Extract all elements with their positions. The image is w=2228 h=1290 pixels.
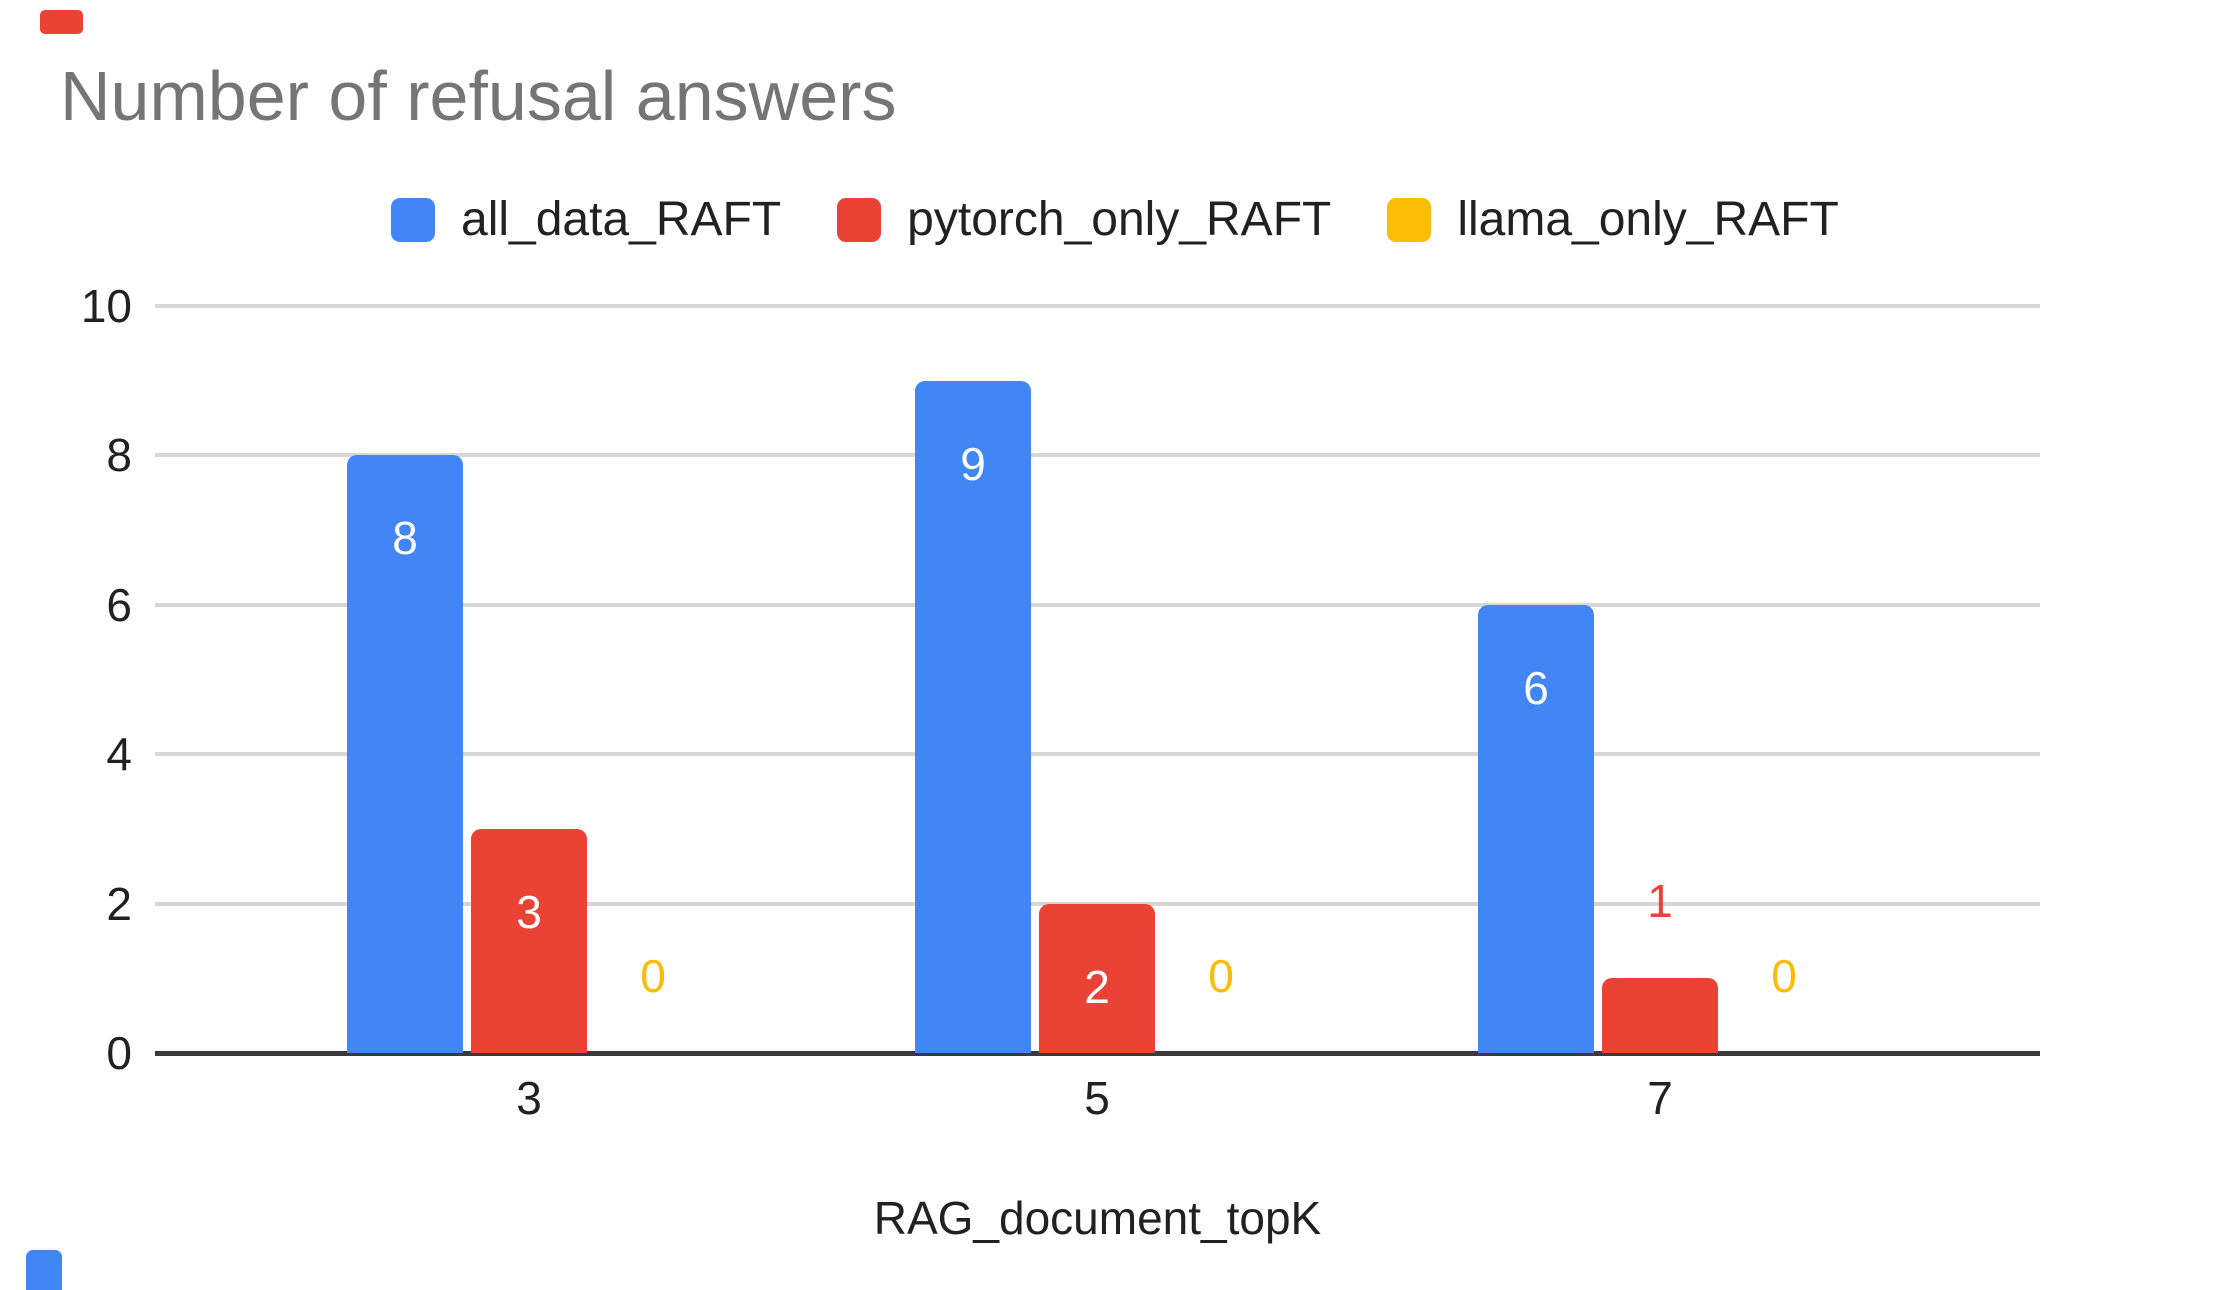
legend-item-all_data_RAFT: all_data_RAFT [391, 192, 781, 247]
legend-item-llama_only_RAFT: llama_only_RAFT [1387, 192, 1839, 247]
y-axis-tick-label: 2 [106, 877, 132, 930]
bar-all_data_RAFT-3 [347, 455, 463, 1053]
gridline-y-4 [155, 752, 2040, 757]
bar-value-label: 0 [1771, 950, 1797, 1002]
bar-all_data_RAFT-7 [1478, 605, 1594, 1053]
gridline-y-8 [155, 453, 2040, 458]
legend-color-swatch [1387, 197, 1432, 242]
y-axis-tick-label: 6 [106, 578, 132, 631]
bar-value-label: 3 [516, 886, 542, 938]
gridline-y-10 [155, 304, 2040, 308]
y-axis-tick-label: 0 [106, 1027, 132, 1079]
legend-item-label: llama_only_RAFT [1457, 193, 1839, 246]
x-axis-category-label: 3 [516, 1072, 542, 1124]
bar-value-label: 8 [392, 512, 418, 564]
gridline-y-2 [155, 901, 2040, 906]
bar-all_data_RAFT-5 [915, 381, 1031, 1053]
bar-value-label: 2 [1084, 961, 1110, 1013]
y-axis-tick-label: 8 [106, 429, 132, 482]
bar-value-label: 6 [1523, 662, 1549, 714]
bar-value-label: 1 [1647, 875, 1673, 927]
chart-title: Number of refusal answers [60, 57, 897, 135]
bar-pytorch_only_RAFT-5 [1039, 904, 1155, 1053]
slide-shape-fragment-top-left [40, 10, 83, 34]
legend-color-swatch [391, 197, 435, 242]
bar-value-label: 0 [1208, 950, 1234, 1002]
y-axis-tick-label: 10 [80, 280, 132, 332]
bar-pytorch_only_RAFT-3 [471, 829, 587, 1053]
legend: all_data_RAFT pytorch_only_RAFT llama_only… [391, 192, 1839, 247]
x-axis-category-label: 5 [1084, 1072, 1110, 1124]
legend-item-label: all_data_RAFT [461, 193, 782, 246]
legend-item-pytorch_only_RAFT: pytorch_only_RAFT [837, 192, 1331, 247]
bar-pytorch_only_RAFT-7 [1602, 978, 1718, 1053]
x-axis-title: RAG_document_topK [873, 1192, 1322, 1244]
x-axis-category-label: 7 [1647, 1072, 1673, 1124]
legend-color-swatch [837, 197, 882, 242]
gridline-y-6 [155, 602, 2040, 607]
slide-shape-fragment-bottom-left [26, 1250, 62, 1290]
legend-item-label: pytorch_only_RAFT [907, 193, 1332, 246]
x-axis-line [155, 1051, 2040, 1056]
bar-value-label: 9 [960, 438, 986, 490]
y-axis-tick-label: 4 [106, 728, 132, 781]
bar-value-label: 0 [640, 950, 666, 1002]
